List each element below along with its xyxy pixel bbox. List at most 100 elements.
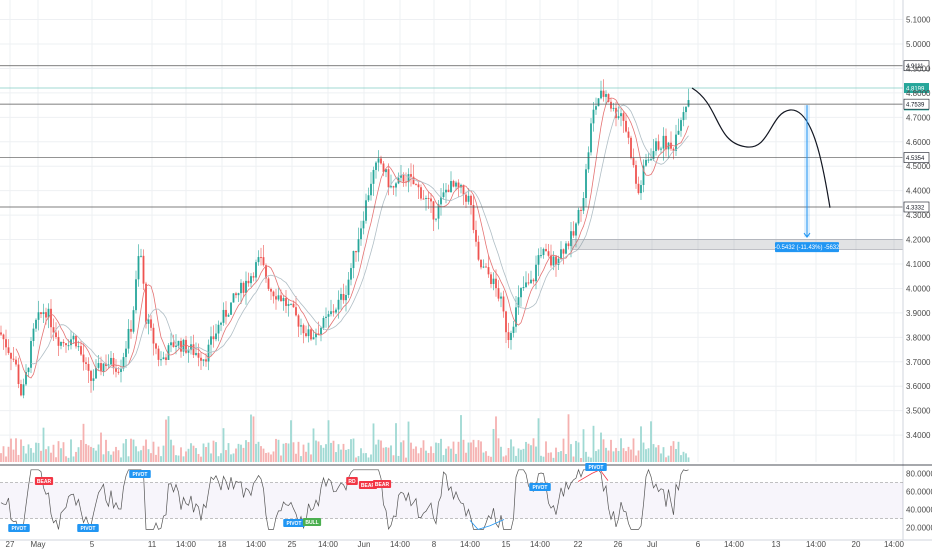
price-tick-label: 4.6000 [906, 138, 931, 147]
candle-body [37, 312, 40, 320]
volume-bar [335, 452, 337, 462]
volume-bar [307, 442, 310, 462]
time-tick-label: 14:00 [460, 540, 481, 549]
candle-body [557, 258, 560, 265]
candle-body [420, 187, 422, 199]
volume-bar [202, 443, 205, 462]
candle-body [332, 311, 335, 313]
candle-body [682, 112, 685, 121]
projected-path [691, 87, 831, 208]
volume-bar [145, 439, 147, 462]
volume-bar [232, 453, 235, 462]
volume-bar [225, 450, 227, 462]
candle-body [302, 325, 305, 334]
candle-body [350, 268, 352, 280]
candle-body [672, 148, 675, 151]
price-tick-label: 3.4000 [906, 431, 931, 440]
time-axis: 27 May 5 11 14:00 18 14:00 25 14:00 Jun 14:00 8 14:0… [0, 539, 932, 549]
volume-bar [27, 444, 30, 462]
candle-body [577, 209, 580, 224]
level-label: 4.9111 [906, 64, 924, 70]
volume-bar [667, 455, 670, 462]
candle-body [645, 159, 647, 166]
candle-body [535, 264, 537, 282]
candle-body [235, 293, 237, 296]
time-tick-label: 25 [288, 540, 297, 549]
candle-body [357, 239, 360, 253]
candle-body [27, 367, 30, 373]
candle-body [477, 241, 480, 260]
volume-bar [487, 455, 490, 462]
candle-body [125, 348, 127, 358]
candles [0, 79, 690, 399]
volume-bar [270, 454, 272, 462]
candle-body [187, 350, 190, 353]
candle-body [230, 302, 232, 315]
candle-body [85, 362, 87, 364]
volume-bar [382, 447, 385, 462]
candle-body [542, 248, 545, 256]
candle-body [175, 345, 177, 347]
volume-bar [285, 442, 287, 462]
candle-body [190, 344, 192, 351]
time-tick-label: 8 [432, 540, 437, 549]
candle-body [327, 314, 330, 317]
candle-body [510, 332, 512, 341]
volume-bar [570, 444, 572, 462]
candle-body [435, 218, 437, 220]
candle-body [167, 345, 170, 360]
volume-bar [592, 425, 595, 462]
candle-body [480, 259, 482, 268]
volume-bar [452, 441, 455, 462]
candle-body [382, 163, 385, 173]
volume-bar [220, 453, 222, 462]
volume-bar [482, 452, 485, 462]
volume-bar [277, 439, 280, 462]
volume-bar [47, 446, 50, 462]
volume-bar [45, 449, 47, 462]
candle-body [317, 333, 320, 335]
volume-bar [167, 416, 170, 462]
volume-bar [282, 443, 285, 462]
signal-badge [8, 524, 30, 532]
volume-bar [457, 441, 460, 462]
volume-bar [615, 447, 617, 462]
volume-bar [235, 448, 237, 462]
candle-body [45, 312, 47, 318]
volume-bar [532, 438, 535, 462]
candle-body [130, 328, 132, 332]
candle-body [122, 357, 125, 369]
volume-bar [2, 446, 5, 462]
candle-body [197, 353, 200, 358]
volume-bar [577, 442, 580, 462]
volume-bar [340, 449, 342, 462]
candle-body [35, 319, 37, 329]
rsi-line [0, 468, 689, 530]
price-tick-label: 4.8000 [906, 89, 931, 98]
volume-bar [262, 448, 265, 462]
candle-body [372, 169, 375, 184]
candle-body [135, 279, 137, 311]
volume-bar [325, 444, 327, 462]
candle-body [527, 282, 530, 284]
candle-body [2, 334, 5, 340]
candle-body [55, 332, 57, 338]
candle-body [250, 276, 252, 284]
volume-bar [612, 451, 615, 462]
volume-bar [237, 443, 240, 462]
volume-bar [140, 450, 142, 462]
volume-bar [135, 446, 137, 462]
level-label-box [903, 152, 930, 163]
volume-bar [115, 446, 117, 462]
volume-bar [330, 442, 332, 462]
candle-body [50, 308, 52, 328]
volume-bar [102, 454, 105, 462]
candle-body [277, 295, 280, 300]
candle-body [57, 337, 60, 346]
candle-body [252, 276, 255, 278]
candle-body [15, 359, 17, 365]
candle-body [550, 255, 552, 266]
price-tick-label: 4.1000 [906, 260, 931, 269]
time-tick-label: 14:00 [246, 540, 267, 549]
